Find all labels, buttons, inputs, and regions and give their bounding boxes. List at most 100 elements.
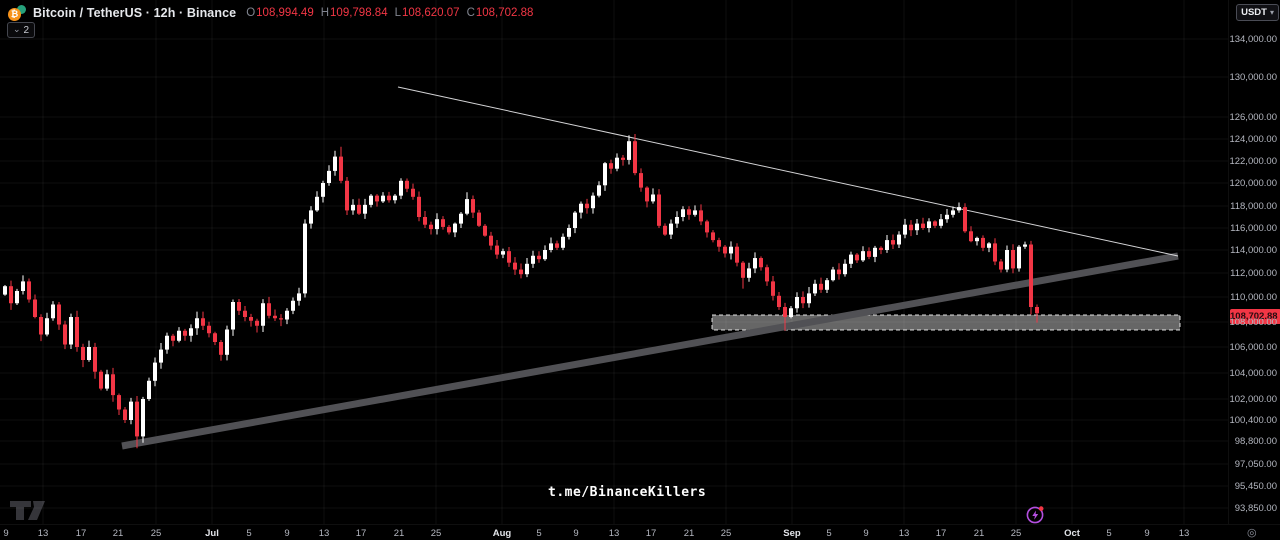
lightning-bolt-icon xyxy=(1032,510,1039,520)
candle xyxy=(63,324,67,345)
chevron-down-icon: ▾ xyxy=(1269,8,1274,17)
candle xyxy=(351,204,355,211)
candle xyxy=(69,317,73,345)
candle xyxy=(747,268,751,278)
time-tick-label: 25 xyxy=(150,528,162,539)
indicators-collapse-button[interactable]: ⌄ 2 xyxy=(7,22,36,38)
candle xyxy=(621,157,625,160)
candle xyxy=(303,223,307,294)
candle xyxy=(165,335,169,350)
candle xyxy=(51,304,55,319)
candle xyxy=(489,235,493,246)
candle xyxy=(441,219,445,227)
time-tick-label: 17 xyxy=(935,528,947,539)
time-tick-label: 17 xyxy=(355,528,367,539)
candle xyxy=(393,195,397,201)
candle xyxy=(861,251,865,261)
price-tick-label: 93,850.00 xyxy=(1234,503,1277,514)
time-axis[interactable]: 9 13 17 21 25 Jul 5 9 13 17 21 25 Aug 5 9 13 17 21 25 Sep 5 9… xyxy=(0,524,1228,540)
ohlc-h: H109,798.84 xyxy=(320,7,388,19)
price-tick-label: 134,000.00 xyxy=(1229,34,1277,45)
candle xyxy=(801,297,805,304)
axis-corner: ◎ xyxy=(1228,524,1280,540)
candle xyxy=(909,224,913,231)
candle xyxy=(753,258,757,269)
candle xyxy=(573,212,577,228)
time-tick-label: 5 xyxy=(536,528,542,539)
candle xyxy=(927,221,931,228)
candle xyxy=(549,243,553,250)
candle xyxy=(189,328,193,336)
candle xyxy=(75,317,79,347)
candle xyxy=(177,330,181,341)
candle xyxy=(981,237,985,248)
candle xyxy=(45,318,49,335)
candle xyxy=(171,335,175,341)
candle xyxy=(87,347,91,360)
time-tick-label: 21 xyxy=(112,528,124,539)
candle xyxy=(39,317,43,335)
candle xyxy=(225,329,229,355)
candle xyxy=(435,219,439,230)
candle xyxy=(405,180,409,189)
time-tick-label: 13 xyxy=(608,528,620,539)
price-tick-label: 106,000.00 xyxy=(1229,342,1277,353)
candle xyxy=(453,223,457,233)
indicator-count: 2 xyxy=(23,24,30,36)
time-tick-label: 25 xyxy=(1010,528,1022,539)
price-tick-label: 116,000.00 xyxy=(1230,223,1277,234)
price-tick-label: 100,400.00 xyxy=(1229,415,1277,426)
candle xyxy=(1035,307,1039,314)
candle xyxy=(657,194,661,226)
chart-canvas[interactable] xyxy=(0,0,1228,524)
price-tick-label: 102,000.00 xyxy=(1229,394,1277,405)
timezone-icon[interactable]: ◎ xyxy=(1247,527,1257,539)
currency-unit-button[interactable]: USDT ▾ xyxy=(1236,4,1279,21)
candle xyxy=(711,232,715,241)
candle xyxy=(465,199,469,214)
candle xyxy=(531,255,535,264)
candle xyxy=(471,199,475,213)
candle xyxy=(231,302,235,330)
candle xyxy=(309,210,313,224)
pair-logo-icon: ₿ xyxy=(8,5,26,21)
price-tick-label: 104,000.00 xyxy=(1229,368,1277,379)
price-tick-label: 114,000.00 xyxy=(1230,245,1277,256)
candle xyxy=(459,213,463,224)
candle xyxy=(777,295,781,307)
price-tick-label: 95,450.00 xyxy=(1234,481,1277,492)
candle xyxy=(123,409,127,420)
candle xyxy=(477,212,481,226)
candle xyxy=(891,240,895,245)
candle xyxy=(483,225,487,236)
candle xyxy=(105,374,109,389)
candle xyxy=(699,210,703,222)
time-tick-label: 13 xyxy=(318,528,330,539)
candle xyxy=(147,380,151,399)
flash-notification-icon[interactable] xyxy=(1025,504,1047,526)
candle xyxy=(111,374,115,396)
candle xyxy=(57,304,61,325)
time-tick-label: 13 xyxy=(37,528,49,539)
ohlc-c: C108,702.88 xyxy=(466,7,534,19)
candle xyxy=(837,269,841,275)
candle xyxy=(369,195,373,205)
currency-unit-label: USDT xyxy=(1241,7,1267,18)
candle xyxy=(867,251,871,257)
candle xyxy=(315,196,319,211)
price-axis[interactable]: USDT ▾ 108,702.88 134,000.00 130,000.00 12… xyxy=(1228,0,1280,524)
candle xyxy=(255,320,259,326)
ascending-trendline[interactable] xyxy=(121,252,1179,450)
candle xyxy=(807,293,811,304)
candle xyxy=(537,255,541,260)
candle xyxy=(843,263,847,275)
time-tick-label: 21 xyxy=(393,528,405,539)
symbol-title[interactable]: Bitcoin / TetherUS · 12h · Binance xyxy=(33,6,237,20)
ohlc-l: L108,620.07 xyxy=(394,7,460,19)
descending-trendline[interactable] xyxy=(397,86,1179,257)
candle xyxy=(339,156,343,181)
time-tick-label: 17 xyxy=(75,528,87,539)
candle xyxy=(717,240,721,247)
candle xyxy=(705,221,709,233)
candle xyxy=(783,307,787,317)
